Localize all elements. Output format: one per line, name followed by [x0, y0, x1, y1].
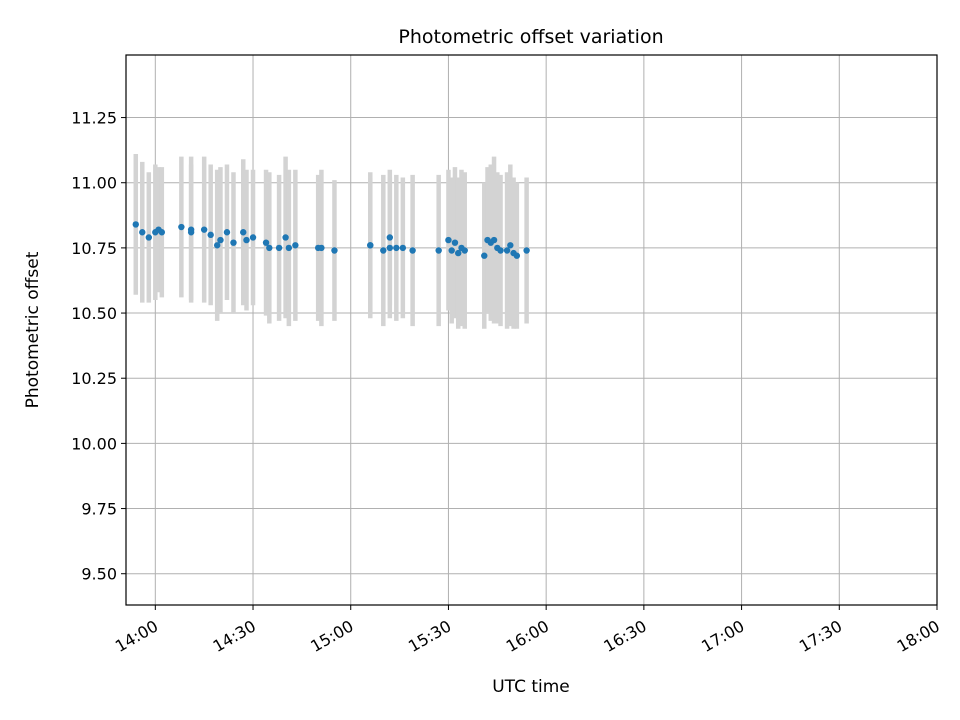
data-point — [461, 247, 468, 254]
data-point — [217, 236, 224, 244]
data-point — [399, 244, 407, 252]
data-point — [409, 247, 416, 254]
data-point — [331, 247, 338, 254]
data-point — [481, 252, 488, 259]
data-point — [513, 252, 521, 259]
data-point — [455, 249, 462, 257]
data-point — [230, 239, 237, 246]
data-point — [448, 247, 455, 254]
data-point — [445, 236, 452, 244]
data-point — [139, 229, 146, 236]
y-axis: 9.50 9.75 10.00 10.25 10.50 10.75 11.00 11.25 — [71, 109, 126, 584]
y-tick-label: 10.25 — [71, 369, 117, 388]
data-point — [507, 242, 514, 249]
data-point — [207, 231, 214, 239]
data-point — [386, 244, 394, 252]
data-point — [249, 234, 257, 241]
y-axis-label: Photometric offset — [23, 251, 43, 408]
data-point — [503, 247, 511, 254]
data-point — [178, 223, 185, 231]
data-point — [243, 236, 250, 244]
data-point — [200, 226, 208, 233]
data-point — [380, 247, 387, 254]
y-tick-label: 9.75 — [81, 500, 117, 519]
data-point — [132, 221, 139, 228]
chart-title: Photometric offset variation — [398, 26, 663, 48]
y-tick-label: 10.75 — [71, 239, 117, 258]
data-point — [393, 244, 400, 252]
data-point — [523, 247, 530, 254]
y-tick-label: 10.00 — [71, 434, 117, 453]
data-point — [435, 247, 442, 254]
data-point — [282, 234, 289, 241]
y-tick-label: 11.00 — [71, 174, 117, 193]
y-tick-label: 11.25 — [71, 109, 117, 128]
data-point — [223, 229, 231, 236]
data-point — [292, 242, 299, 249]
data-point — [262, 239, 270, 246]
data-point — [213, 242, 221, 249]
data-point — [451, 239, 459, 246]
data-point — [386, 234, 394, 241]
data-point — [367, 242, 374, 249]
y-tick-label: 10.50 — [71, 304, 117, 323]
data-point — [318, 244, 325, 252]
data-points — [132, 221, 530, 259]
data-point — [490, 236, 498, 244]
data-point — [285, 244, 293, 252]
grid — [126, 55, 938, 605]
data-point — [187, 229, 195, 236]
data-point — [266, 244, 273, 252]
data-point — [275, 244, 283, 252]
plot-frame — [125, 54, 938, 606]
y-tick-label: 9.50 — [81, 565, 117, 584]
data-point — [145, 234, 152, 241]
x-axis-label: UTC time — [492, 677, 570, 697]
data-point — [158, 229, 166, 236]
data-point — [497, 247, 504, 254]
data-point — [240, 229, 247, 236]
